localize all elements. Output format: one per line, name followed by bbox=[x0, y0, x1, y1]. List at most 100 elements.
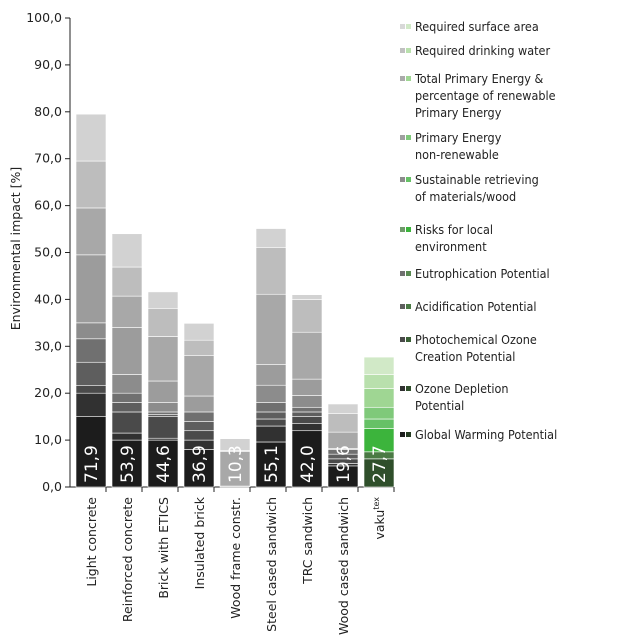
legend-item: Sustainable retrieving of materials/wood bbox=[400, 171, 539, 205]
y-tick-label: 30,0 bbox=[34, 338, 62, 353]
bar-segment bbox=[147, 402, 179, 413]
bar-segment bbox=[291, 406, 323, 413]
legend-swatch bbox=[400, 386, 411, 391]
legend-label: Global Warming Potential bbox=[415, 427, 558, 442]
bar-segment bbox=[291, 331, 323, 380]
legend-swatch bbox=[400, 271, 411, 276]
bar-segment bbox=[147, 380, 179, 403]
legend-item: Required surface area bbox=[400, 18, 539, 35]
bar-segment bbox=[147, 336, 179, 382]
legend-label: Eutrophication Potential bbox=[415, 266, 550, 281]
bar-segment bbox=[111, 374, 143, 394]
bar-segment bbox=[363, 406, 395, 420]
bar-segment bbox=[183, 411, 215, 422]
bar-segment bbox=[363, 374, 395, 389]
stacked-bar-chart: 0,0 10,0 20,0 30,0 40,0 50,0 60,0 70,0 80,0 90,0 1… bbox=[8, 10, 395, 635]
x-category-label: Insulated brick bbox=[192, 496, 207, 589]
legend-item: Risks for local environment bbox=[400, 221, 493, 255]
bar-segment bbox=[363, 388, 395, 408]
legend-label: Required surface area bbox=[415, 19, 539, 34]
legend-label: Risks for local environment bbox=[415, 222, 493, 254]
legend-swatch bbox=[400, 24, 411, 29]
bar-segment bbox=[363, 418, 395, 429]
bar-value-label: 19,6 bbox=[334, 445, 354, 483]
bar-segment bbox=[147, 439, 179, 488]
x-category-label: Brick with ETICS bbox=[156, 497, 171, 599]
legend-item: Total Primary Energy & percentage of ren… bbox=[400, 70, 556, 121]
bar-segment bbox=[75, 160, 107, 209]
legend-swatch bbox=[400, 337, 411, 342]
bar-segment bbox=[75, 385, 107, 394]
y-tick-label: 100,0 bbox=[26, 10, 62, 25]
x-category-label: Wood cased sandwich bbox=[336, 497, 351, 635]
bar-value-label: 36,9 bbox=[190, 445, 210, 483]
bar-segment bbox=[255, 418, 287, 427]
bar-segment bbox=[75, 416, 107, 488]
bar-segment bbox=[75, 207, 107, 256]
legend-item: Eutrophication Potential bbox=[400, 265, 550, 282]
y-tick-label: 0,0 bbox=[42, 479, 62, 494]
bar-segment bbox=[183, 421, 215, 432]
bar-segment bbox=[111, 392, 143, 403]
legend-swatch bbox=[400, 48, 411, 53]
bar-segment bbox=[111, 411, 143, 434]
y-tick-label: 80,0 bbox=[34, 104, 62, 119]
bar-segment bbox=[111, 327, 143, 375]
legend-item: Ozone Depletion Potential bbox=[400, 380, 509, 414]
legend-swatch bbox=[400, 135, 411, 140]
bar-segment bbox=[255, 384, 287, 403]
legend-item: Acidification Potential bbox=[400, 298, 537, 315]
bar-segment bbox=[255, 441, 287, 488]
bar-segment bbox=[255, 247, 287, 295]
x-category-label: TRC sandwich bbox=[300, 497, 315, 585]
bar-segment bbox=[183, 323, 215, 341]
legend-swatch bbox=[400, 432, 411, 437]
bar-segment bbox=[147, 291, 179, 309]
bar-segment bbox=[327, 413, 359, 433]
x-category-label: vakutex bbox=[372, 497, 387, 540]
x-category-label: Reinforced concrete bbox=[120, 497, 135, 622]
bar-segment bbox=[147, 416, 179, 439]
legend-label: Required drinking water bbox=[415, 43, 551, 58]
x-category-label: Wood frame constr. bbox=[228, 497, 243, 619]
bar-segment bbox=[147, 414, 179, 417]
y-tick-label: 10,0 bbox=[34, 432, 62, 447]
bar-segment bbox=[291, 378, 323, 396]
legend-item: Required drinking water bbox=[400, 42, 550, 59]
legend-swatch bbox=[400, 227, 411, 232]
x-category-label: Light concrete bbox=[84, 497, 99, 587]
bar-segment bbox=[183, 395, 215, 413]
bar-segment bbox=[255, 364, 287, 386]
y-tick-label: 40,0 bbox=[34, 291, 62, 306]
bar-value-label: 53,9 bbox=[118, 445, 138, 483]
bar-value-label: 10,3 bbox=[226, 445, 246, 483]
bar-segment bbox=[111, 233, 143, 268]
bar-value-label: 55,1 bbox=[262, 445, 282, 483]
bar-segment bbox=[291, 395, 323, 408]
bar-segment bbox=[183, 449, 215, 488]
bar-segment bbox=[111, 266, 143, 297]
legend-item: Global Warming Potential bbox=[400, 426, 557, 443]
bar-segment bbox=[111, 439, 143, 488]
bar-segment bbox=[147, 308, 179, 337]
legend-label: Ozone Depletion Potential bbox=[415, 381, 509, 413]
x-category-label: Steel cased sandwich bbox=[264, 497, 279, 632]
bar-segment bbox=[183, 339, 215, 356]
bar-segment bbox=[255, 402, 287, 413]
bar-segment bbox=[291, 411, 323, 417]
bar-segment bbox=[219, 451, 251, 487]
legend-label: Primary Energy non-renewable bbox=[415, 130, 502, 162]
bar-segment bbox=[363, 356, 395, 375]
bar-segment bbox=[111, 432, 143, 441]
bar-value-label: 44,6 bbox=[154, 445, 174, 483]
bar-segment bbox=[255, 411, 287, 420]
y-tick-label: 60,0 bbox=[34, 198, 62, 213]
bar-segment bbox=[291, 423, 323, 432]
bar-segment bbox=[255, 228, 287, 248]
legend-label: Sustainable retrieving of materials/wood bbox=[415, 172, 539, 204]
bar-segment bbox=[183, 430, 215, 441]
bar-segment bbox=[111, 295, 143, 328]
bar-segment bbox=[111, 402, 143, 413]
y-tick-label: 50,0 bbox=[34, 245, 62, 260]
bar-segment bbox=[291, 416, 323, 424]
